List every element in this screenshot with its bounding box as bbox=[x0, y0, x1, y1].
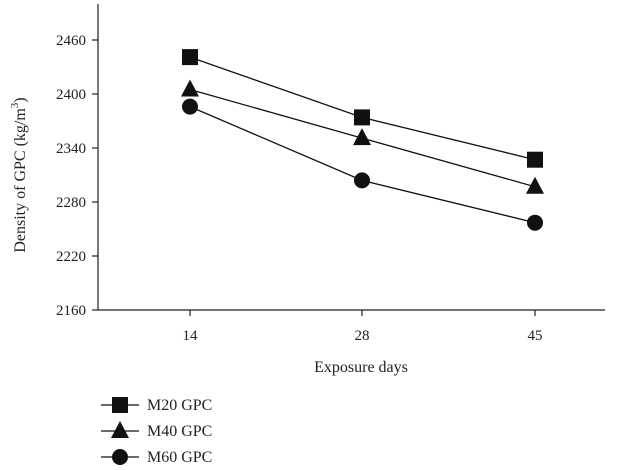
data-point-m40-gpc bbox=[526, 176, 544, 194]
y-axis-label: Density of GPC (kg/m bbox=[12, 108, 29, 253]
data-point-m60-gpc bbox=[527, 214, 543, 231]
data-point-m20-gpc bbox=[354, 109, 370, 126]
data-point-m40-gpc bbox=[353, 128, 371, 146]
legend-marker-m40-gpc bbox=[111, 421, 129, 438]
legend-label-m20-gpc: M20 GPC bbox=[147, 397, 212, 414]
y-axis-label-close: ) bbox=[12, 97, 29, 102]
data-point-m60-gpc bbox=[182, 98, 198, 115]
y-tick-label: 2400 bbox=[56, 87, 86, 103]
y-tick-label: 2280 bbox=[56, 195, 86, 211]
y-tick-label: 2160 bbox=[56, 303, 86, 319]
x-axis-label: Exposure days bbox=[314, 359, 408, 376]
svg-text:Density of GPC (kg/m3): Density of GPC (kg/m3) bbox=[9, 97, 29, 252]
data-point-m20-gpc bbox=[182, 49, 198, 66]
legend: M20 GPC M40 GPC M60 GPC bbox=[101, 397, 212, 466]
data-point-m40-gpc bbox=[181, 79, 199, 97]
y-tick-label: 2340 bbox=[56, 141, 86, 157]
legend-marker-m20-gpc bbox=[112, 397, 128, 413]
data-point-m20-gpc bbox=[527, 151, 543, 168]
legend-label-m40-gpc: M40 GPC bbox=[147, 423, 212, 440]
x-tick-label: 14 bbox=[183, 328, 199, 344]
x-tick-label: 45 bbox=[528, 328, 543, 344]
legend-label-m60-gpc: M60 GPC bbox=[147, 449, 212, 466]
y-axis-title: Density of GPC (kg/m3) bbox=[9, 97, 29, 252]
y-tick-label: 2460 bbox=[56, 33, 86, 49]
data-point-m60-gpc bbox=[354, 172, 370, 189]
y-axis-label-superscript: 3 bbox=[9, 102, 21, 108]
legend-marker-m60-gpc bbox=[112, 449, 128, 465]
y-tick-label: 2220 bbox=[56, 249, 86, 265]
x-tick-label: 28 bbox=[355, 328, 370, 344]
plot-area: 2160 2220 2280 2340 2400 2460 14 28 45 bbox=[56, 4, 605, 344]
